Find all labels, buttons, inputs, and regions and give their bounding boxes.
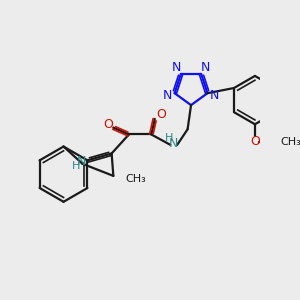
Text: N: N	[201, 61, 210, 74]
Text: N: N	[77, 155, 86, 168]
Text: H: H	[164, 133, 173, 143]
Text: N: N	[163, 89, 172, 102]
Text: CH₃: CH₃	[281, 136, 300, 146]
Text: O: O	[103, 118, 113, 130]
Text: O: O	[250, 135, 260, 148]
Text: N: N	[210, 89, 220, 102]
Text: N: N	[169, 136, 178, 150]
Text: N: N	[172, 61, 181, 74]
Text: CH₃: CH₃	[125, 174, 146, 184]
Text: O: O	[156, 108, 166, 121]
Text: H: H	[71, 161, 80, 171]
